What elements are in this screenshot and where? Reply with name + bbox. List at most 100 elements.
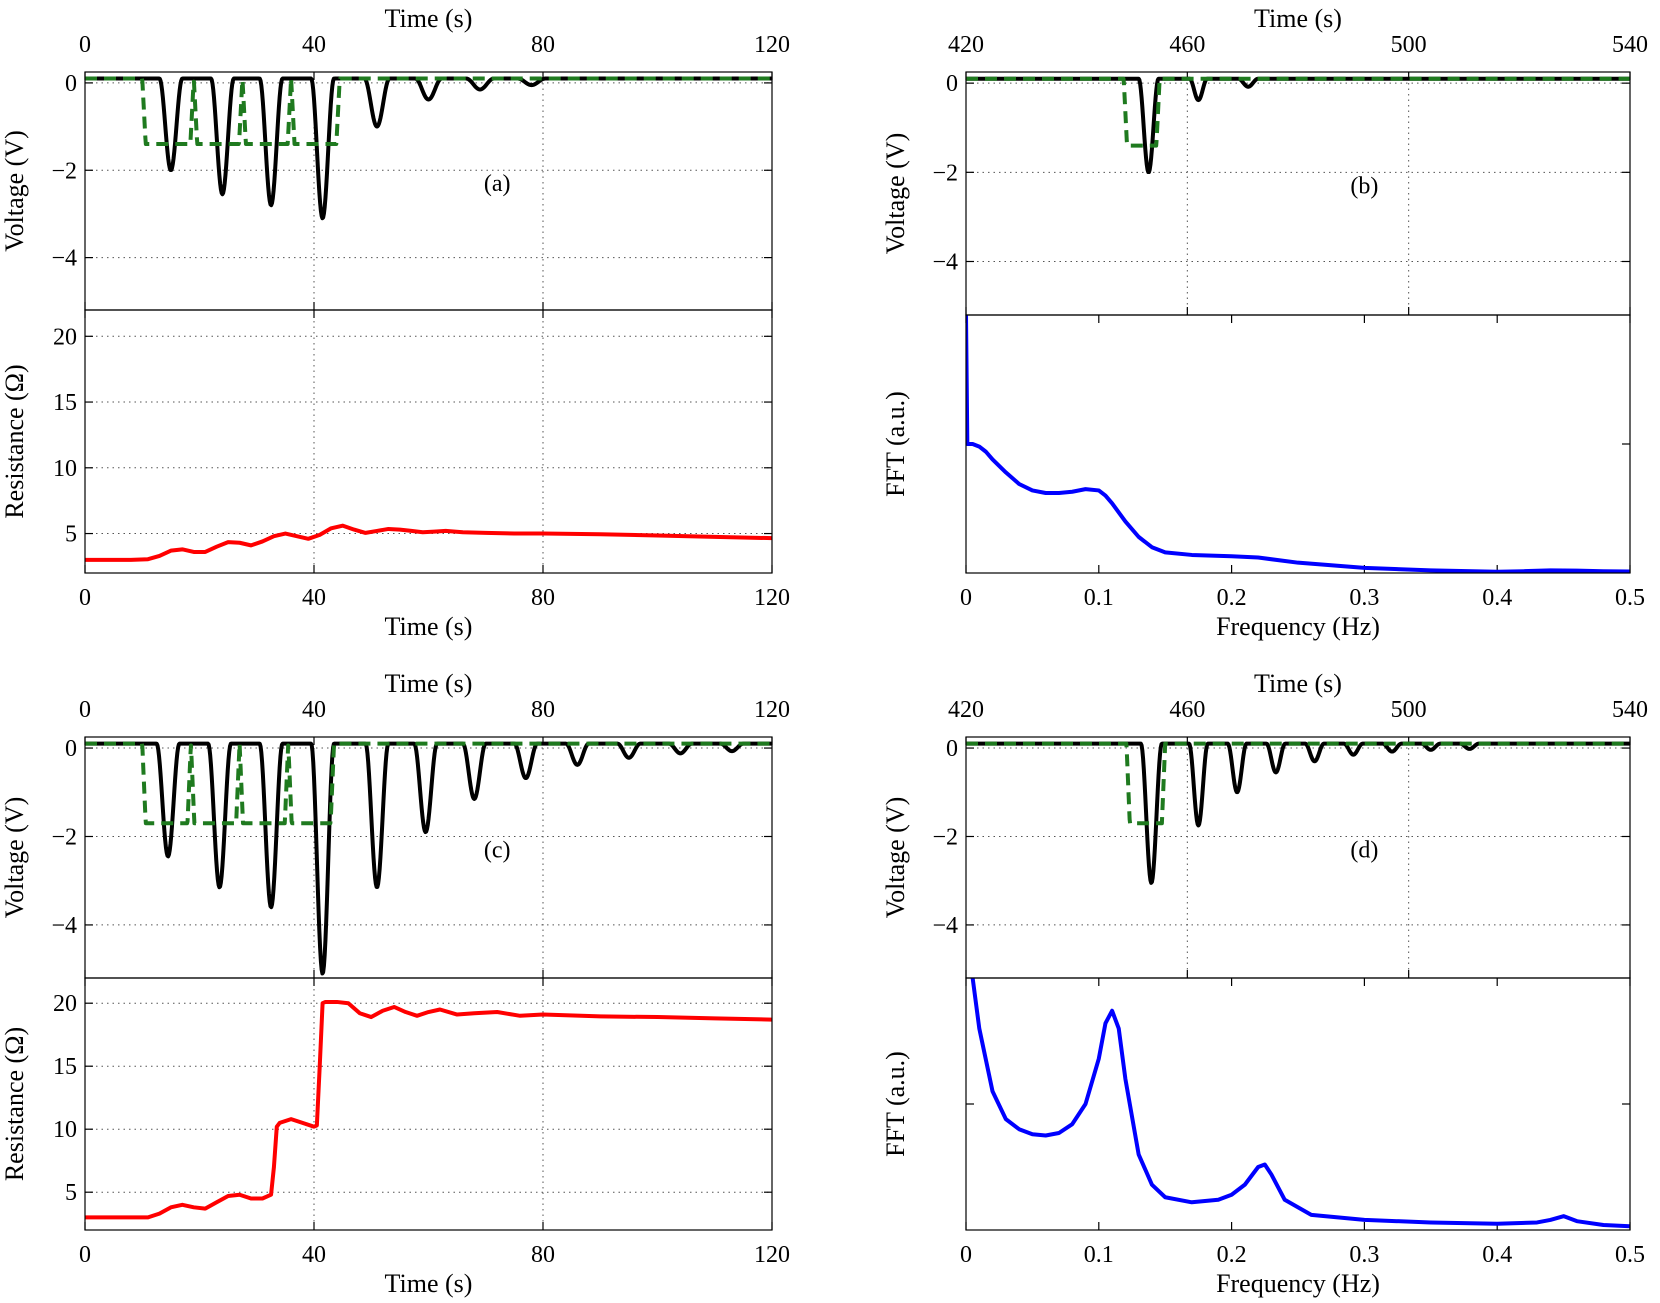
axes-frame [965,71,1631,316]
y-tick-label: −2 [932,824,958,850]
x-tick-label: 0.5 [1615,1242,1645,1268]
x-tick-label: 0.3 [1349,585,1379,611]
axes-frame [84,71,773,311]
x-tick-label: 0.1 [1084,1242,1114,1268]
x-tick-label-top: 500 [1391,32,1427,58]
x-tick-label: 0 [960,585,972,611]
x-tick-label: 0.3 [1349,1242,1379,1268]
series-line-resistance [85,523,772,562]
x-tick-label: 0.2 [1217,1242,1247,1268]
axes-frame [965,736,1631,979]
chart-b: 0 −2 −4 420 460 500 540 Voltage (V) Time (s) (b) [881,4,1648,316]
x-tick-label-top: 500 [1391,697,1427,723]
y-tick-label: −2 [51,158,77,184]
y-tick-label: −4 [51,246,77,272]
x-tick-label-top: 0 [79,697,91,723]
y-tick-label: −4 [51,913,77,939]
chart-b-fft: 0 0.1 0.2 0.3 0.4 0.5 FFT (a.u.) Frequency (Hz) [881,314,1645,641]
x-tick-label: 0.4 [1482,1242,1512,1268]
x-tick-label: 0 [79,1242,91,1268]
x-tick-label: 0.1 [1084,585,1114,611]
chart-a: 0 −2 −4 0 40 80 120 Voltage (V) Time (s) (a) [0,4,790,311]
series-line-FFT [966,315,1630,573]
y-tick-label: 15 [53,1054,77,1080]
y-axis-label: FFT (a.u.) [881,391,910,497]
x-tick-label-top: 540 [1612,697,1648,723]
x-tick-label: 40 [302,1242,326,1268]
series-line-input-pulse [966,741,1630,826]
series-line-response-voltage [966,76,1630,174]
y-tick-label: 10 [53,1117,77,1143]
y-tick-label: 15 [53,390,77,416]
y-tick-label: −4 [932,249,958,275]
x-axis-label: Time (s) [385,612,473,641]
chart-c: 0 −2 −4 0 40 80 120 Voltage (V) Time (s) (c) [0,669,790,979]
axes-frame [84,309,773,574]
x-tick-label: 40 [302,585,326,611]
plot-area [85,523,772,562]
y-tick-label: 5 [65,1180,77,1206]
chart-a-resistance: 5 10 15 20 0 40 80 120 Resistance (Ω) Time (s) [0,309,790,641]
y-axis-label: Voltage (V) [881,797,910,919]
x-axis-label-top: Time (s) [385,669,473,698]
x-tick-label: 120 [754,1242,790,1268]
series-line-FFT [970,978,1630,1229]
x-tick-label: 0.2 [1217,585,1247,611]
x-tick-label-top: 120 [754,697,790,723]
x-tick-label: 80 [531,585,555,611]
plot-area [966,315,1630,573]
y-tick-label: −2 [932,160,958,186]
y-tick-label: −2 [51,824,77,850]
axes-frame [965,314,1631,574]
series-line-input-pulses [85,76,772,147]
plot-area [970,978,1630,1229]
y-tick-label: 0 [946,71,958,97]
x-tick-label-top: 80 [531,697,555,723]
y-tick-label: 0 [65,736,77,762]
chart-d-fft: 0 0.1 0.2 0.3 0.4 0.5 FFT (a.u.) Frequency (Hz) [881,977,1645,1298]
y-tick-label: 20 [53,324,77,350]
x-tick-label-top: 40 [302,32,326,58]
panel-label: (a) [484,171,511,197]
x-tick-label: 0.5 [1615,585,1645,611]
panel-label: (d) [1350,838,1378,864]
series-line-resistance [85,999,772,1220]
y-tick-label: −4 [932,913,958,939]
x-axis-label: Frequency (Hz) [1216,1269,1380,1298]
x-axis-label: Frequency (Hz) [1216,612,1380,641]
x-tick-label-top: 120 [754,32,790,58]
x-axis-label-top: Time (s) [1254,669,1342,698]
x-tick-label: 0 [79,585,91,611]
panel-label: (c) [484,838,511,864]
y-axis-label: Voltage (V) [881,133,910,255]
x-tick-label: 0 [960,1242,972,1268]
y-axis-label: Voltage (V) [0,797,29,919]
x-tick-label-top: 0 [79,32,91,58]
x-axis-label-top: Time (s) [385,4,473,33]
x-tick-label-top: 460 [1169,697,1205,723]
y-tick-label: 0 [946,736,958,762]
y-tick-label: 20 [53,991,77,1017]
y-axis-label: Resistance (Ω) [0,364,29,518]
series-line-input-pulse [966,76,1630,148]
series-line-response-voltage [966,741,1630,885]
plot-area [85,741,772,976]
plot-area [966,741,1630,885]
x-tick-label-top: 460 [1169,32,1205,58]
x-tick-label-top: 80 [531,32,555,58]
y-axis-label: Voltage (V) [0,130,29,252]
plot-area [85,76,772,221]
x-tick-label-top: 40 [302,697,326,723]
x-tick-label-top: 540 [1612,32,1648,58]
chart-c-resistance: 5 10 15 20 0 40 80 120 Resistance (Ω) Time (s) [0,977,790,1298]
chart-d: 0 −2 −4 420 460 500 540 Voltage (V) Time (s) (d) [881,669,1648,979]
plot-area [966,76,1630,174]
y-tick-label: 0 [65,71,77,97]
axes-frame [965,977,1631,1231]
y-tick-label: 10 [53,456,77,482]
axes-frame [84,736,773,979]
series-line-response-voltage [85,741,772,976]
plot-area [85,999,772,1220]
y-axis-label: Resistance (Ω) [0,1027,29,1181]
